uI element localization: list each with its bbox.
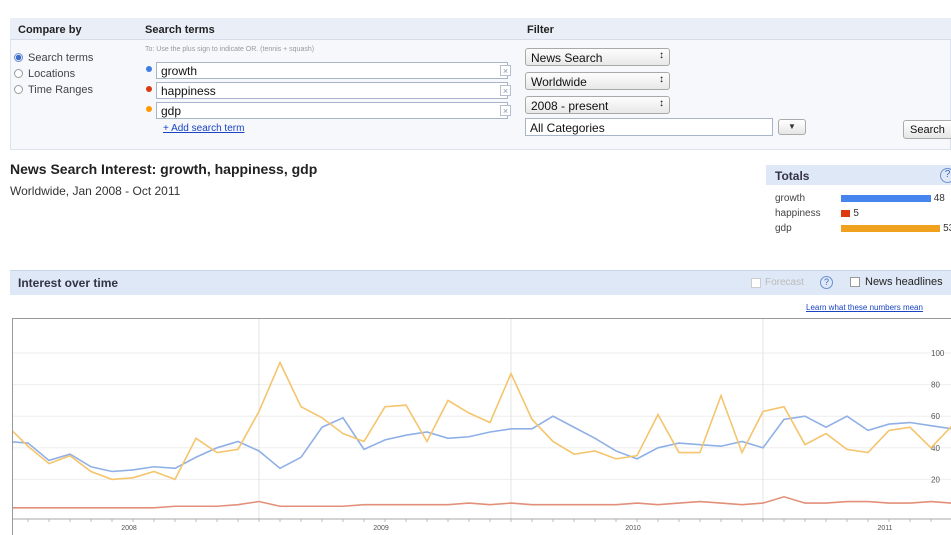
terms-heading: Search terms [145,24,215,36]
totals-help[interactable]: ? [940,168,951,183]
forecast-checkbox[interactable] [751,278,761,288]
totals-name: growth [775,193,806,204]
x-tick-label: 2010 [625,525,641,532]
series-line [13,415,951,473]
search-button[interactable]: Search [903,120,951,139]
y-tick-label: 100 [931,349,945,358]
totals-value: 5 [853,208,859,219]
filter-select[interactable]: 2008 - present [525,96,670,114]
category-input[interactable]: All Categories [525,118,773,136]
totals-heading: Totals [775,169,810,183]
category-dropdown[interactable]: ▼ [778,119,806,135]
radio[interactable] [14,53,23,62]
y-tick-label: 80 [931,381,940,390]
result-subtitle: Worldwide, Jan 2008 - Oct 2011 [10,184,181,198]
y-tick-label: 40 [931,444,940,453]
y-tick-label: 20 [931,475,940,484]
forecast-help[interactable]: ? [820,276,833,289]
y-tick-label: 60 [931,412,940,421]
learn-link[interactable]: Learn what these numbers mean [806,303,923,312]
headlines-label: News headlines [865,276,943,288]
radio-label: Search terms [28,52,94,64]
forecast-label: Forecast [765,277,804,288]
radio-label: Time Ranges [28,84,94,96]
term-dot [146,66,152,72]
result-title: News Search Interest: growth, happiness,… [10,161,318,177]
line-chart: 20 40 60 80 100 2008 2009 2010 2011 [12,318,951,535]
interest-heading: Interest over time [18,276,119,290]
add-term-link[interactable]: + Add search term [163,123,245,134]
interest-header [10,270,951,295]
term-dot [146,106,152,112]
term-remove[interactable]: × [500,105,511,116]
term-input[interactable]: happiness [156,82,508,99]
x-tick-label: 2009 [373,525,389,532]
totals-header [766,165,951,185]
compare-heading: Compare by [18,24,82,36]
filter-heading: Filter [527,24,554,36]
filter-select[interactable]: News Search [525,48,670,66]
term-remove[interactable]: × [500,65,511,76]
series-line [13,495,951,509]
radio[interactable] [14,85,23,94]
term-dot [146,86,152,92]
x-tick-label: 2011 [877,525,892,532]
term-input[interactable]: growth [156,62,508,79]
series-line [13,360,951,481]
x-tick-label: 2008 [121,525,137,532]
term-input[interactable]: gdp [156,102,508,119]
totals-bar [841,210,851,217]
totals-name: happiness [775,208,821,219]
headlines-checkbox[interactable] [850,277,860,287]
totals-value: 53 [943,223,951,234]
search-panel-header [10,18,951,40]
totals-bar [841,225,941,232]
radio[interactable] [14,69,23,78]
totals-value: 48 [933,193,945,204]
totals-bar [841,195,931,202]
terms-hint: To: Use the plus sign to indicate OR. (t… [145,46,315,53]
term-remove[interactable]: × [500,85,511,96]
filter-select[interactable]: Worldwide [525,72,670,90]
radio-label: Locations [28,68,76,80]
totals-name: gdp [775,223,792,234]
